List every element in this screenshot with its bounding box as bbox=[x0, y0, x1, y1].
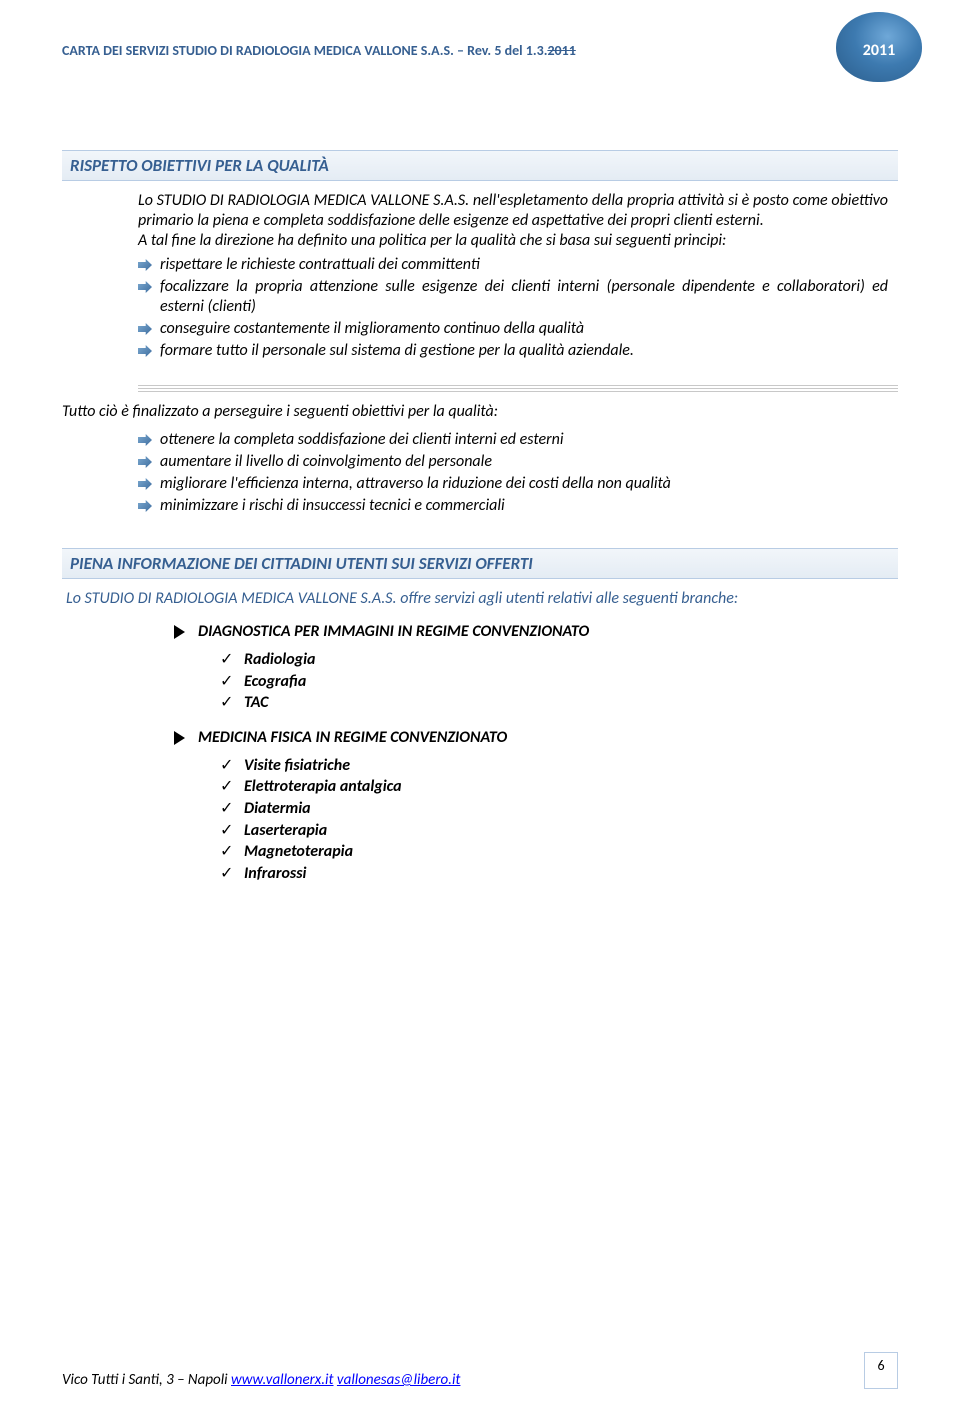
section-heading-services: PIENA INFORMAZIONE DEI CITTADINI UTENTI … bbox=[62, 548, 898, 579]
branch-diagnostics: DIAGNOSTICA PER IMMAGINI IN REGIME CONVE… bbox=[174, 622, 898, 641]
principle-item: rispettare le richieste contrattuali dei… bbox=[138, 255, 888, 275]
service-item: Visite fisiatriche bbox=[220, 755, 898, 777]
section1-para2: A tal fine la direzione ha definito una … bbox=[138, 231, 888, 251]
footer-link-site[interactable]: www.vallonerx.it bbox=[231, 1371, 334, 1389]
service-item: Laserterapia bbox=[220, 820, 898, 842]
section1-body: Lo STUDIO DI RADIOLOGIA MEDICA VALLONE S… bbox=[138, 191, 888, 361]
footer-address: Vico Tutti i Santi, 3 – Napoli bbox=[62, 1371, 231, 1389]
diagnostics-items: Radiologia Ecografia TAC bbox=[220, 649, 898, 714]
footer-link-email[interactable]: vallonesas@libero.it bbox=[337, 1371, 461, 1389]
objectives-list: ottenere la completa soddisfazione dei c… bbox=[138, 430, 878, 516]
principle-item: focalizzare la propria attenzione sulle … bbox=[138, 277, 888, 317]
objective-item: migliorare l'efficienza interna, attrave… bbox=[138, 474, 878, 494]
page-header: CARTA DEI SERVIZI STUDIO DI RADIOLOGIA M… bbox=[62, 42, 576, 59]
service-item: Elettroterapia antalgica bbox=[220, 776, 898, 798]
service-item: Diatermia bbox=[220, 798, 898, 820]
divider bbox=[138, 388, 898, 389]
footer-text: Vico Tutti i Santi, 3 – Napoli www.vallo… bbox=[62, 1371, 460, 1389]
year-badge-text: 2011 bbox=[863, 41, 895, 60]
objectives-intro: Tutto ciò è finalizzato a perseguire i s… bbox=[62, 402, 888, 422]
header-strike: 2011 bbox=[547, 42, 575, 59]
divider bbox=[138, 391, 898, 392]
header-text: CARTA DEI SERVIZI STUDIO DI RADIOLOGIA M… bbox=[62, 42, 547, 59]
divider-group bbox=[138, 385, 898, 392]
page-footer: Vico Tutti i Santi, 3 – Napoli www.vallo… bbox=[62, 1352, 898, 1389]
section-heading-quality: RISPETTO OBIETTIVI PER LA QUALITÀ bbox=[62, 150, 898, 181]
divider bbox=[138, 385, 898, 386]
principle-item: conseguire costantemente il migliorament… bbox=[138, 319, 888, 339]
year-badge: 2011 bbox=[836, 12, 922, 82]
service-item: Ecografia bbox=[220, 671, 898, 693]
service-item: Magnetoterapia bbox=[220, 841, 898, 863]
page-content: RISPETTO OBIETTIVI PER LA QUALITÀ Lo STU… bbox=[62, 150, 898, 898]
objective-item: ottenere la completa soddisfazione dei c… bbox=[138, 430, 878, 450]
branches-list: DIAGNOSTICA PER IMMAGINI IN REGIME CONVE… bbox=[174, 622, 898, 641]
service-item: Infrarossi bbox=[220, 863, 898, 885]
section1-para1: Lo STUDIO DI RADIOLOGIA MEDICA VALLONE S… bbox=[138, 191, 888, 231]
page-number: 6 bbox=[864, 1352, 898, 1389]
branches-list: MEDICINA FISICA IN REGIME CONVENZIONATO bbox=[174, 728, 898, 747]
section2-intro: Lo STUDIO DI RADIOLOGIA MEDICA VALLONE S… bbox=[66, 589, 894, 608]
objective-item: minimizzare i rischi di insuccessi tecni… bbox=[138, 496, 878, 516]
principles-list: rispettare le richieste contrattuali dei… bbox=[138, 255, 888, 361]
objectives-block: Tutto ciò è finalizzato a perseguire i s… bbox=[62, 402, 888, 516]
service-item: Radiologia bbox=[220, 649, 898, 671]
service-item: TAC bbox=[220, 692, 898, 714]
branch-physical-medicine: MEDICINA FISICA IN REGIME CONVENZIONATO bbox=[174, 728, 898, 747]
principle-item: formare tutto il personale sul sistema d… bbox=[138, 341, 888, 361]
physical-items: Visite fisiatriche Elettroterapia antalg… bbox=[220, 755, 898, 885]
objective-item: aumentare il livello di coinvolgimento d… bbox=[138, 452, 878, 472]
